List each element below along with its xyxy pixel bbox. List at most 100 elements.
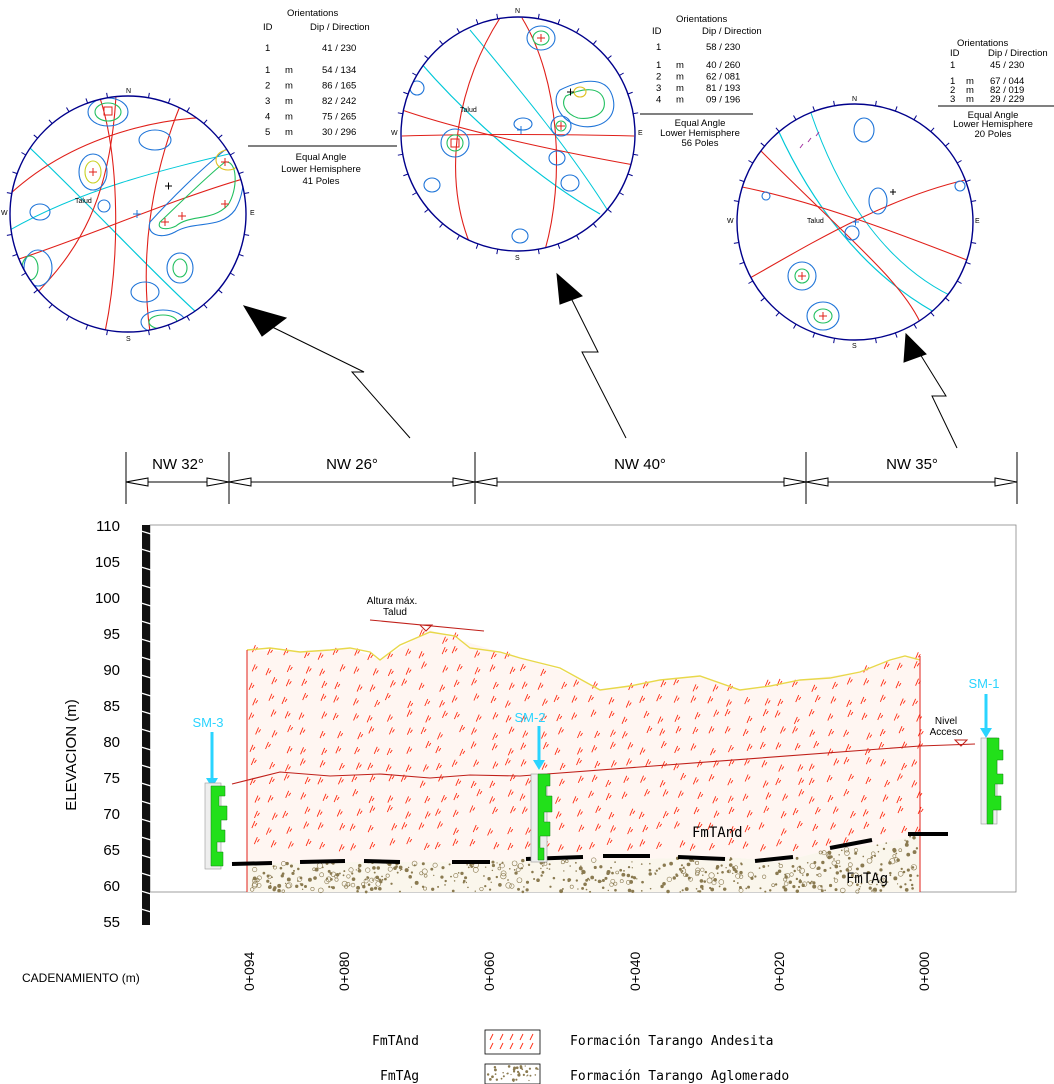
y-tick-75: 75 [103, 770, 120, 787]
legend-col-dip: Dip / Direction [310, 22, 370, 33]
slope-great-circle [29, 147, 197, 313]
y-tick-70: 70 [103, 806, 120, 823]
set-id: 1 [950, 76, 955, 87]
legend-col-dip: Dip / Direction [988, 48, 1048, 59]
stereonet-2-ticks [397, 13, 639, 255]
stereonet-1-rim [9, 95, 247, 333]
borehole-label-sm1: SM-1 [968, 676, 999, 691]
slope-daylight-envelope [10, 149, 246, 231]
access-level-label-1: Nivel [935, 716, 957, 727]
great-circle-set-5 [29, 96, 117, 301]
y-tick-55: 55 [103, 914, 120, 931]
legend-code-fmtag: FmTAg [380, 1069, 419, 1084]
legend-col-dip: Dip / Direction [702, 26, 762, 37]
compass-e: E [250, 210, 255, 217]
set-dip: 54 / 134 [322, 65, 356, 76]
set-id: 4 [265, 112, 270, 123]
direction-segment-3: NW 40° [614, 456, 666, 473]
set-id: 2 [265, 81, 270, 92]
view-arrow-3 [919, 353, 958, 449]
set-dip: 29 / 229 [990, 94, 1024, 105]
slope-daylight-envelope [809, 109, 961, 301]
access-level-marker [953, 739, 969, 747]
great-circle-set-4 [401, 133, 635, 137]
access-level-label-2: Acceso [930, 727, 963, 738]
great-circle-set-3 [10, 177, 246, 263]
x-tick-060: 0+060 [481, 951, 497, 991]
slope-dip: 41 / 230 [322, 43, 356, 54]
pole-markers [89, 106, 229, 226]
x-tick-080: 0+080 [336, 951, 352, 991]
view-arrow-1-head [242, 305, 288, 337]
set-dip: 30 / 296 [322, 127, 356, 138]
set-dip: 82 / 242 [322, 96, 356, 107]
slope-label: Talud [807, 218, 824, 225]
great-circle-set-4 [145, 105, 181, 332]
stereonet-2: N S W E Talud Orientations ID Dip / Dire… [391, 8, 762, 262]
slope-daylight-envelope [469, 29, 611, 215]
legend-col-id: ID [652, 26, 662, 37]
formation-contact [231, 832, 948, 866]
stereonet-1-plot [10, 96, 246, 332]
compass-s: S [126, 336, 131, 343]
y-tick-110: 110 [96, 518, 120, 535]
set-dip: 86 / 165 [322, 81, 356, 92]
legend-hemisphere: Lower Hemisphere [281, 164, 361, 175]
direction-bar [125, 452, 1018, 504]
pole-cross [890, 189, 896, 195]
x-tick-094: 0+094 [241, 951, 257, 991]
pole-density-contours [21, 97, 245, 332]
pole-density-contours [761, 117, 966, 331]
great-circle-set-1 [455, 17, 501, 245]
compass-w: W [727, 218, 734, 225]
stereonet-3-rim [736, 103, 974, 341]
great-circle-set-2 [759, 149, 921, 323]
view-arrow-2-head [556, 272, 583, 305]
view-arrow-2 [567, 291, 627, 439]
center-cross [852, 218, 859, 226]
y-tick-65: 65 [103, 842, 120, 859]
set-id: 3 [265, 96, 270, 107]
legend-poles: 20 Poles [975, 129, 1012, 140]
set-m: m [676, 72, 684, 83]
access-level-line [919, 743, 976, 747]
vertical-scale-bar [140, 525, 152, 925]
set-m: m [676, 83, 684, 94]
slope-great-circle [419, 61, 601, 215]
formation-label-upper: FmTAnd [692, 825, 743, 841]
compass-w: W [1, 210, 8, 217]
pole-markers [798, 272, 827, 320]
formation-legend: FmTAnd Formación Tarango Andesita FmTAg … [372, 1029, 789, 1084]
stereonet-2-rim [400, 16, 636, 252]
stereonet-1-ticks [6, 92, 250, 336]
slope-great-circle [777, 129, 935, 313]
y-tick-60: 60 [103, 878, 120, 895]
compass-s: S [515, 255, 520, 262]
legend-swatch-andesite [484, 1029, 541, 1055]
y-tick-95: 95 [103, 626, 120, 643]
legend-poles: 56 Poles [682, 138, 719, 149]
great-circle-set-3 [749, 179, 966, 279]
stereonet-2-legend: Orientations ID Dip / Direction 1 58 / 2… [640, 14, 762, 149]
y-axis-title: ELEVACION (m) [63, 699, 80, 810]
x-tick-040: 0+040 [627, 951, 643, 991]
borehole-sm2: SM-2 [514, 710, 553, 863]
altura-max-label-2: Talud [383, 607, 407, 618]
compass-s: S [852, 343, 857, 350]
stereonet-2-plot [401, 17, 635, 251]
borehole-sm1: SM-1 [968, 676, 1004, 825]
set-m: m [676, 95, 684, 106]
borehole-sm3: SM-3 [192, 715, 228, 870]
set-m: m [285, 65, 293, 76]
center-cross [517, 126, 525, 134]
set-rows: 1 m 40 / 260 2 m 62 / 081 3 m 81 / 193 4 m 09 / 196 [656, 60, 740, 106]
legend-agglomerate-marks [486, 1065, 539, 1083]
altura-max-marker [418, 624, 434, 632]
direction-segment-1: NW 32° [152, 456, 204, 473]
set-dip: 82 / 019 [990, 85, 1024, 96]
cross-section: Altura máx. Talud Nivel Acceso FmTAnd Fm… [22, 518, 1017, 991]
legend-projection: Equal Angle [675, 118, 726, 129]
set-m: m [285, 81, 293, 92]
stereonet-3-plot [737, 109, 973, 331]
set-dip: 75 / 265 [322, 112, 356, 123]
